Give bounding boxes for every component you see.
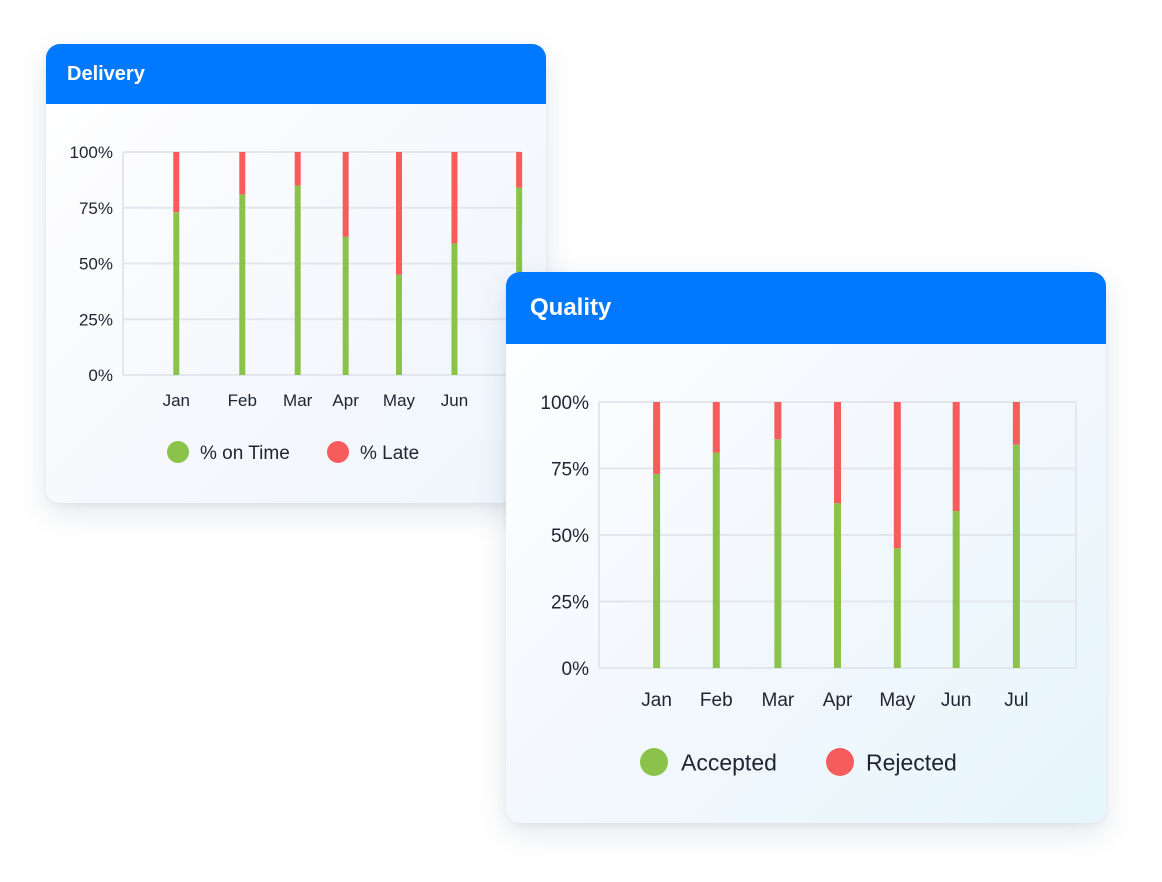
delivery-y-tick-label: 25%: [79, 310, 113, 329]
delivery-legend-swatch: [167, 441, 189, 463]
delivery-legend-label: % Late: [360, 443, 419, 464]
quality-x-tick-label: May: [879, 690, 915, 711]
quality-card-title: Quality: [506, 272, 1106, 344]
quality-card: Quality 0% 25% 50% 75% 100% Jan Feb Mar Apr May Ju…: [506, 272, 1106, 823]
delivery-bar-negative-mar: [294, 152, 301, 186]
quality-bar-negative-apr: [834, 402, 841, 504]
delivery-bar-negative-jun: [451, 152, 458, 244]
delivery-bar-positive-may: [395, 274, 402, 375]
quality-bar-positive-jul: [1012, 444, 1020, 668]
quality-bar-positive-jun: [952, 511, 960, 668]
quality-legend-label: Rejected: [866, 749, 957, 775]
quality-bar-positive-apr: [834, 503, 841, 668]
delivery-x-tick-label: Mar: [283, 391, 313, 410]
quality-x-tick-label: Feb: [700, 690, 733, 711]
quality-x-tick-label: Mar: [762, 690, 795, 711]
delivery-x-tick-label: Jan: [163, 391, 190, 410]
quality-x-tick-label: Jul: [1004, 690, 1028, 711]
quality-x-tick-label: Jan: [641, 690, 672, 711]
quality-bar-negative-mar: [774, 402, 782, 440]
delivery-legend-label: % on Time: [200, 443, 290, 464]
quality-y-tick-label: 50%: [551, 526, 589, 547]
delivery-bar-positive-mar: [294, 185, 301, 375]
quality-bar-positive-mar: [774, 439, 782, 668]
quality-legend-swatch: [826, 748, 854, 776]
delivery-bar-positive-jun: [451, 243, 458, 375]
delivery-x-tick-label: Feb: [228, 391, 257, 410]
delivery-bar-negative-feb: [239, 152, 246, 195]
quality-bar-negative-jul: [1012, 402, 1020, 445]
quality-y-tick-label: 100%: [540, 393, 589, 414]
delivery-y-tick-label: 0%: [88, 366, 113, 385]
quality-legend-swatch: [640, 748, 668, 776]
quality-x-tick-label: Apr: [823, 690, 853, 711]
quality-y-tick-label: 75%: [551, 459, 589, 480]
quality-bar-negative-jan: [653, 402, 661, 474]
quality-bar-negative-may: [893, 402, 901, 549]
quality-bar-negative-feb: [712, 402, 720, 453]
delivery-bar-negative-may: [395, 152, 402, 275]
quality-chart: 0% 25% 50% 75% 100% Jan Feb Mar Apr May Jun Jul Acce…: [540, 393, 1077, 776]
delivery-x-tick-label: Jun: [441, 391, 468, 410]
quality-bar-positive-may: [893, 548, 901, 668]
delivery-x-tick-label: May: [383, 391, 416, 410]
delivery-y-tick-label: 100%: [70, 143, 113, 162]
quality-x-tick-label: Jun: [941, 690, 972, 711]
quality-bar-negative-jun: [952, 402, 960, 512]
quality-y-tick-label: 25%: [551, 592, 589, 613]
delivery-x-tick-label: Apr: [332, 391, 359, 410]
delivery-bar-negative-jul: [516, 152, 523, 188]
delivery-bar-positive-feb: [239, 194, 246, 375]
quality-bar-positive-feb: [712, 452, 720, 668]
delivery-y-tick-label: 50%: [79, 255, 113, 274]
quality-bar-positive-jan: [653, 473, 661, 668]
quality-y-tick-label: 0%: [562, 659, 590, 680]
delivery-bar-positive-apr: [342, 236, 349, 375]
delivery-legend-swatch: [327, 441, 349, 463]
delivery-bar-negative-apr: [342, 152, 349, 237]
delivery-y-tick-label: 75%: [79, 199, 113, 218]
delivery-bar-negative-jan: [173, 152, 180, 213]
delivery-card-title: Delivery: [46, 44, 546, 104]
delivery-bar-positive-jan: [173, 212, 180, 375]
delivery-card: Delivery 0% 25% 50% 75% 100% Jan Feb Mar Apr May J…: [46, 44, 546, 503]
quality-legend-label: Accepted: [681, 749, 777, 775]
